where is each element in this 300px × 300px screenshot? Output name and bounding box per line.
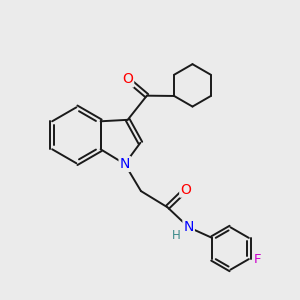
- Text: O: O: [122, 73, 133, 86]
- Text: F: F: [253, 253, 261, 266]
- Text: O: O: [180, 183, 191, 196]
- Text: N: N: [184, 220, 194, 234]
- Text: H: H: [172, 229, 181, 242]
- Text: N: N: [120, 157, 130, 171]
